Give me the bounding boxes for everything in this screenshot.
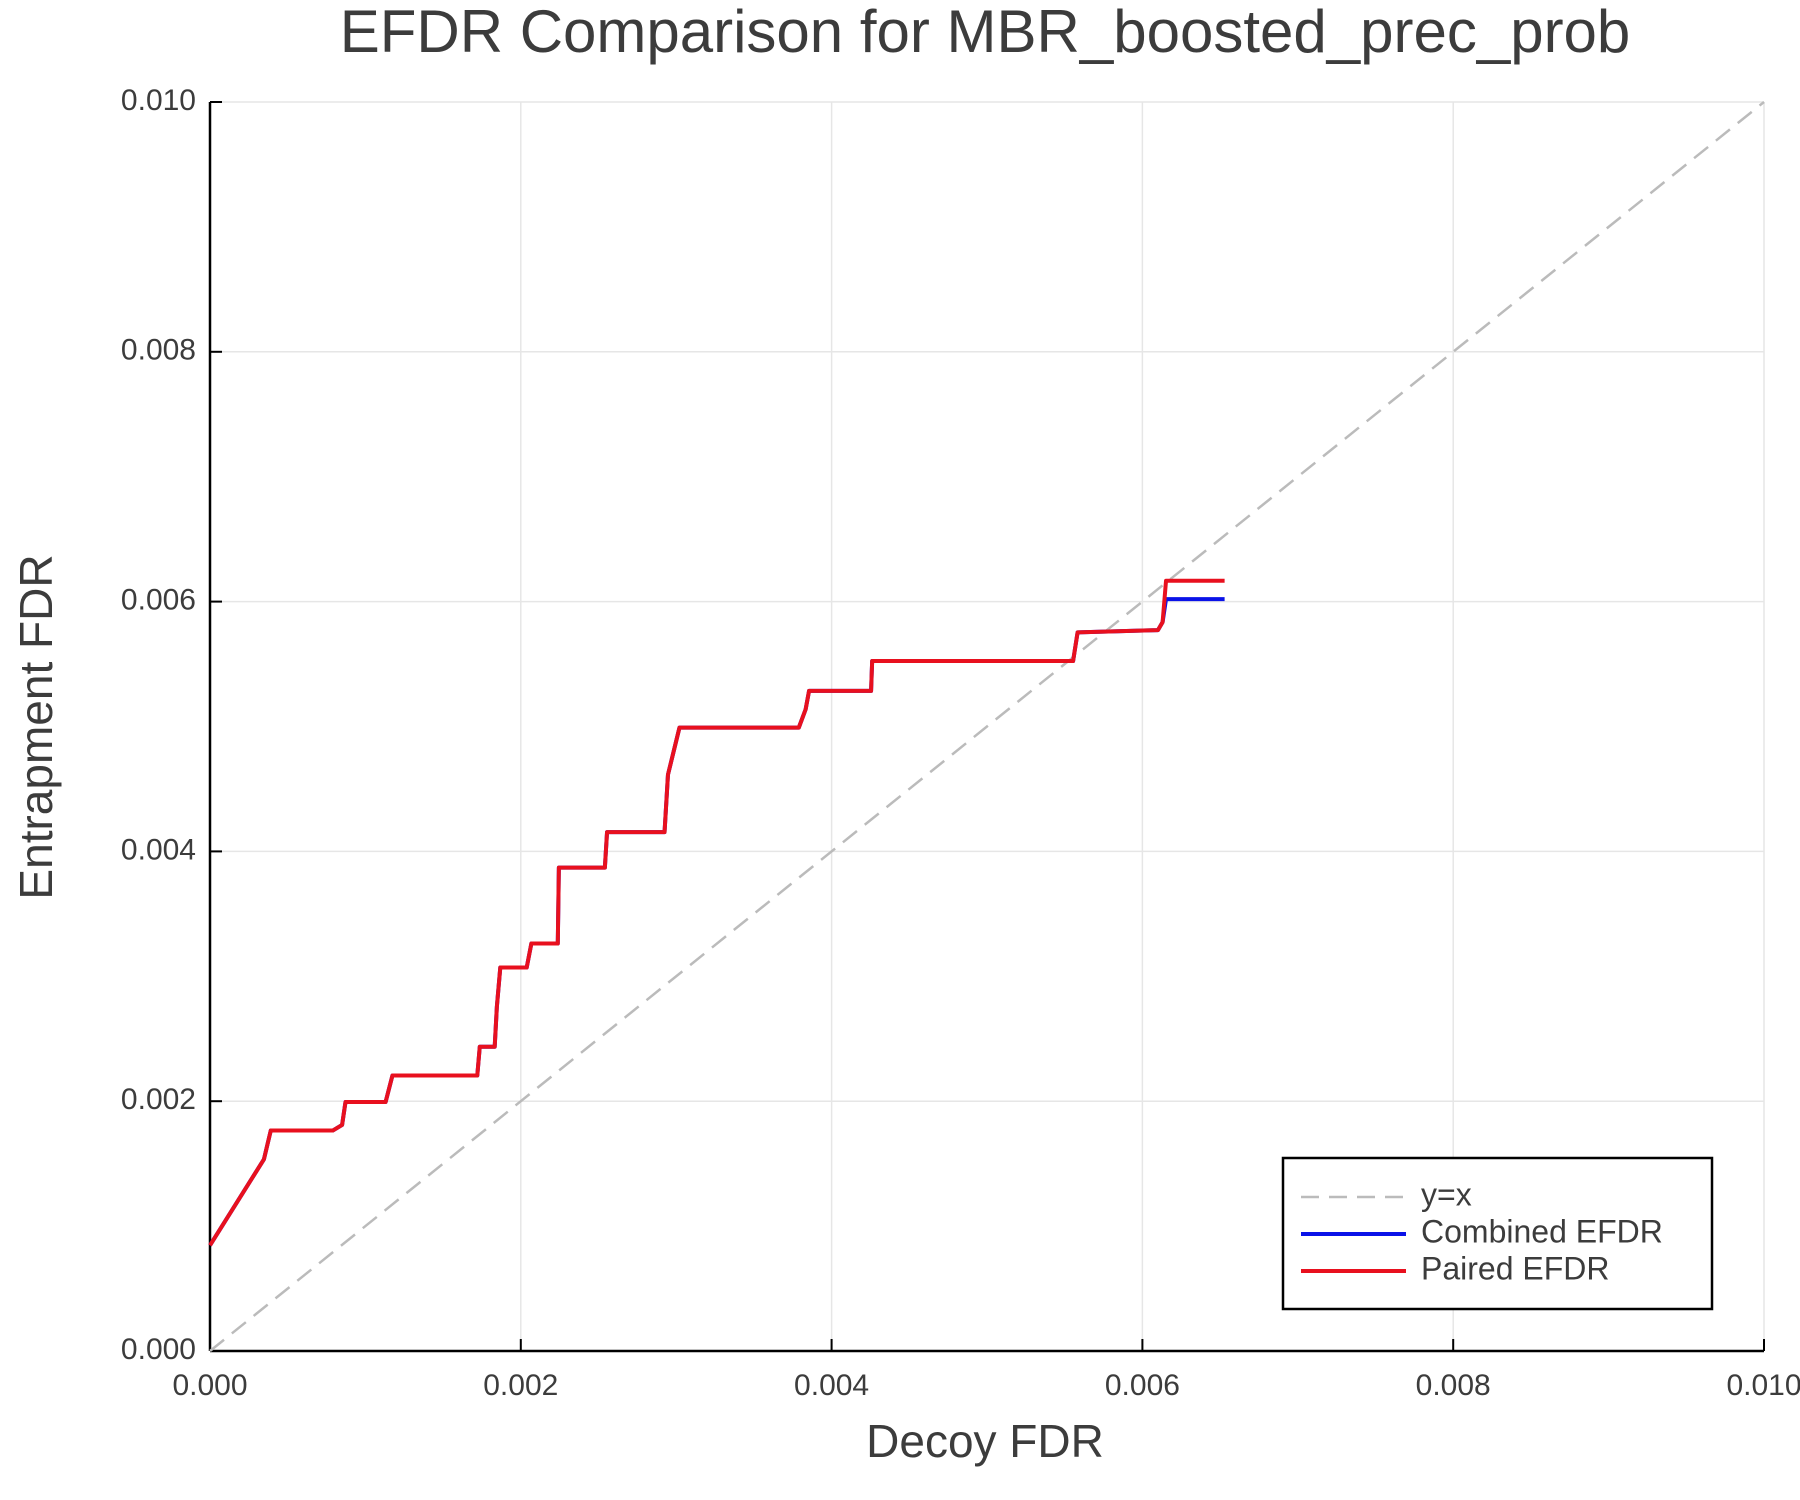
y-tick-label: 0.008 xyxy=(121,334,196,367)
x-tick-label: 0.002 xyxy=(483,1369,558,1402)
legend-label: Paired EFDR xyxy=(1421,1250,1610,1286)
x-tick-label: 0.004 xyxy=(794,1369,869,1402)
x-tick-label: 0.000 xyxy=(172,1369,247,1402)
y-tick-label: 0.006 xyxy=(121,584,196,617)
x-tick-label: 0.010 xyxy=(1726,1369,1800,1402)
x-axis-label: Decoy FDR xyxy=(866,1415,1104,1467)
y-tick-label: 0.010 xyxy=(121,84,196,117)
legend-label: Combined EFDR xyxy=(1421,1213,1663,1249)
y-tick-label: 0.002 xyxy=(121,1083,196,1116)
series-line xyxy=(209,101,1765,1352)
chart-title: EFDR Comparison for MBR_boosted_prec_pro… xyxy=(340,0,1631,65)
x-tick-label: 0.006 xyxy=(1105,1369,1180,1402)
x-tick-label: 0.008 xyxy=(1416,1369,1491,1402)
legend-label: y=x xyxy=(1421,1176,1472,1212)
series-line xyxy=(208,578,1225,1247)
y-axis-label: Entrapment FDR xyxy=(10,554,62,899)
y-tick-label: 0.004 xyxy=(121,833,196,866)
y-tick-label: 0.000 xyxy=(121,1333,196,1366)
